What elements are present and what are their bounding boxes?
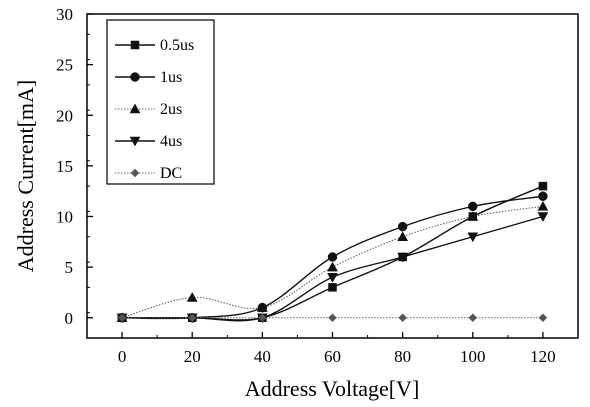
legend: 0.5us 1us 2us 4us DC bbox=[115, 37, 194, 182]
data-point-2us bbox=[467, 210, 479, 221]
data-point-DC bbox=[398, 313, 407, 323]
data-point-2us bbox=[327, 261, 338, 272]
data-point-2us bbox=[397, 231, 409, 241]
data-point-2us bbox=[186, 291, 198, 302]
x-tick-label: 100 bbox=[460, 347, 486, 366]
legend-marker bbox=[129, 136, 141, 147]
data-point-4us bbox=[537, 212, 549, 223]
x-tick-label: 20 bbox=[184, 347, 201, 366]
legend-box bbox=[106, 19, 215, 185]
data-point-DC bbox=[328, 313, 337, 323]
data-point-2us bbox=[256, 302, 268, 312]
x-tick-label: 40 bbox=[254, 347, 271, 366]
data-point-0.5us bbox=[328, 283, 337, 292]
x-tick-label: 0 bbox=[118, 347, 127, 366]
legend-marker bbox=[130, 72, 140, 82]
y-tick-label: 5 bbox=[65, 258, 74, 277]
data-point-DC bbox=[258, 313, 267, 323]
y-axis-ticks: 0 5 10 15 20 25 30 bbox=[56, 5, 93, 328]
x-tick-label: 60 bbox=[324, 347, 341, 366]
y-tick-label: 15 bbox=[56, 157, 73, 176]
x-axis-ticks: 0 20 40 60 80 100 120 bbox=[86, 332, 579, 366]
legend-marker bbox=[130, 40, 140, 50]
series-markers bbox=[116, 181, 549, 324]
x-tick-label: 120 bbox=[530, 347, 556, 366]
data-point-4us bbox=[327, 273, 338, 283]
data-point-0.5us bbox=[538, 181, 548, 191]
data-point-DC bbox=[117, 313, 127, 323]
legend-label: 4us bbox=[160, 133, 182, 150]
y-tick-label: 20 bbox=[56, 106, 73, 125]
legend-marker bbox=[129, 103, 141, 114]
legend-label: DC bbox=[160, 165, 182, 182]
data-point-2us bbox=[537, 200, 549, 211]
y-tick-label: 25 bbox=[56, 56, 73, 75]
data-point-DC bbox=[468, 313, 478, 323]
legend-label: 1us bbox=[160, 69, 182, 86]
data-point-DC bbox=[187, 313, 197, 323]
data-point-DC bbox=[538, 313, 548, 323]
data-point-4us bbox=[467, 232, 479, 243]
y-tick-label: 30 bbox=[56, 5, 73, 24]
data-point-1us bbox=[397, 221, 408, 232]
y-axis-title: Address Current[mA] bbox=[13, 80, 38, 272]
y-tick-label: 10 bbox=[56, 208, 73, 227]
legend-label: 0.5us bbox=[160, 37, 194, 54]
x-axis-title: Address Voltage[V] bbox=[245, 376, 420, 401]
y-tick-label: 0 bbox=[65, 309, 74, 328]
data-point-1us bbox=[538, 191, 548, 201]
x-tick-label: 80 bbox=[394, 347, 411, 366]
data-point-1us bbox=[327, 252, 338, 262]
legend-marker bbox=[130, 168, 140, 178]
legend-label: 2us bbox=[160, 101, 182, 118]
data-point-1us bbox=[468, 201, 478, 212]
data-point-4us bbox=[397, 252, 409, 263]
